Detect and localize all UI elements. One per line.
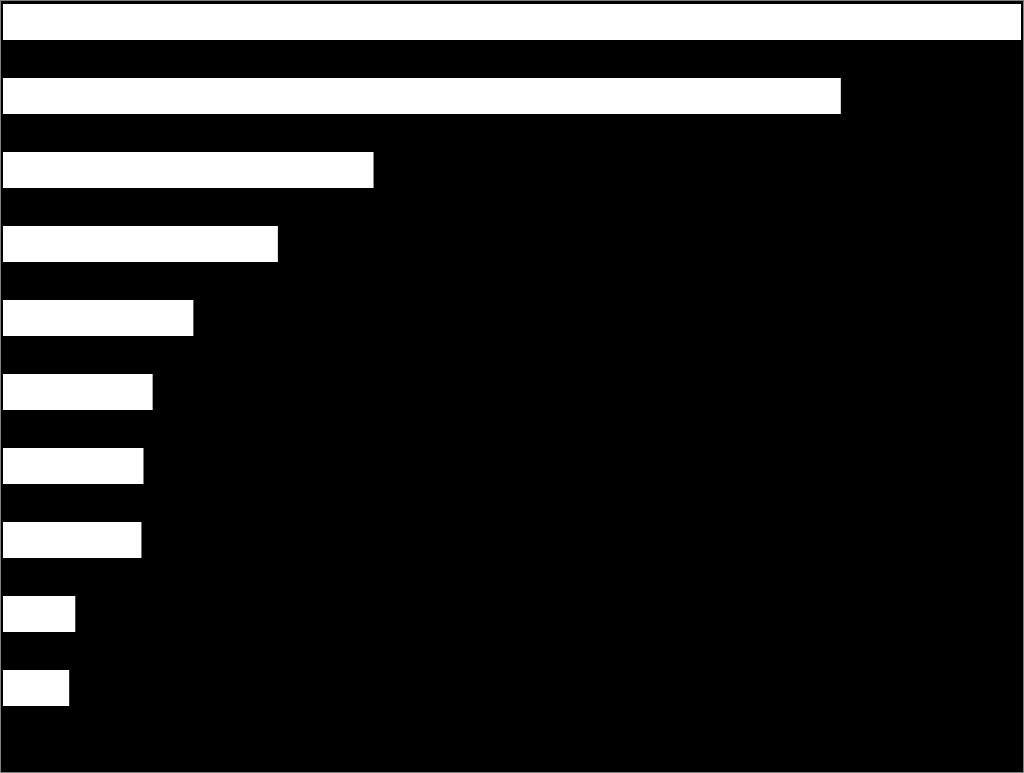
chart-background — [0, 0, 1024, 773]
bar — [3, 670, 69, 706]
bar — [3, 226, 278, 262]
bar — [3, 374, 153, 410]
bar — [3, 522, 141, 558]
bar — [3, 596, 75, 632]
bar — [3, 152, 374, 188]
bar — [3, 448, 143, 484]
bar — [3, 4, 1021, 40]
bar — [3, 300, 193, 336]
bar-chart — [0, 0, 1024, 773]
bar — [3, 78, 841, 114]
